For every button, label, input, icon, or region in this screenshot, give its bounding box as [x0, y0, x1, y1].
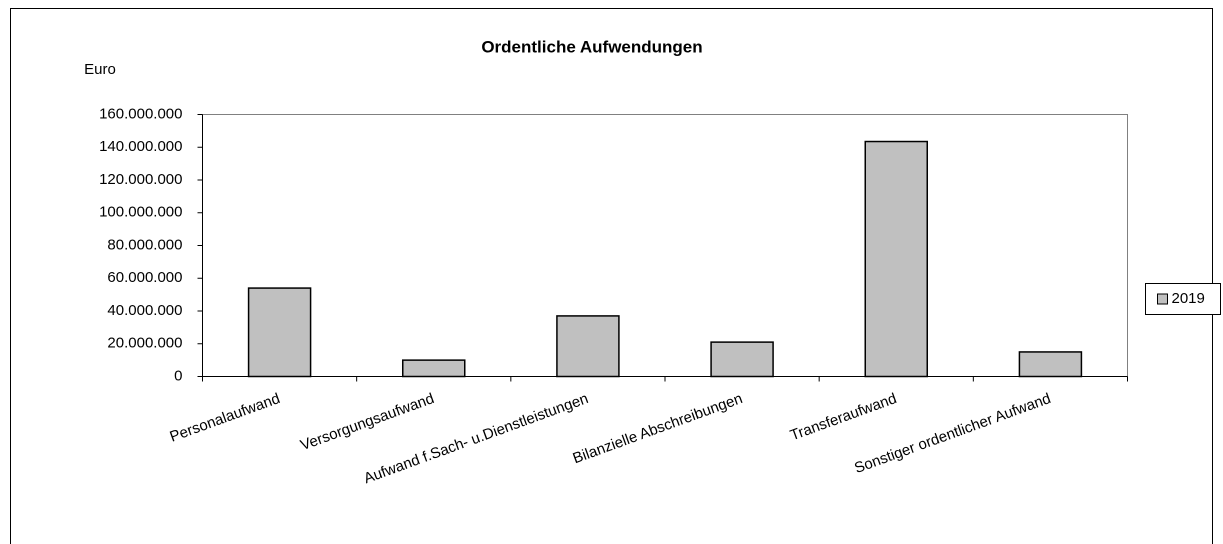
bar: [1018, 351, 1083, 378]
bar: [556, 315, 620, 378]
y-tick-label: 120.000.000: [99, 171, 182, 188]
y-axis-label: Euro: [84, 61, 116, 78]
y-tick-label: 0: [174, 367, 182, 384]
bar: [864, 140, 928, 378]
legend-swatch: [1157, 293, 1168, 305]
chart-title: Ordentliche Aufwendungen: [481, 37, 702, 56]
legend-label: 2019: [1172, 290, 1205, 307]
y-tick-label: 20.000.000: [107, 335, 182, 352]
y-tick-label: 40.000.000: [107, 302, 182, 319]
bar: [247, 287, 312, 378]
y-tick-label: 60.000.000: [107, 269, 182, 286]
y-tick-label: 100.000.000: [99, 204, 182, 221]
chart-frame: [10, 8, 1213, 544]
bar: [710, 341, 774, 378]
y-tick-label: 140.000.000: [99, 138, 182, 155]
y-tick-label: 80.000.000: [107, 236, 182, 253]
y-tick-label: 160.000.000: [99, 105, 182, 122]
bar: [402, 359, 466, 378]
